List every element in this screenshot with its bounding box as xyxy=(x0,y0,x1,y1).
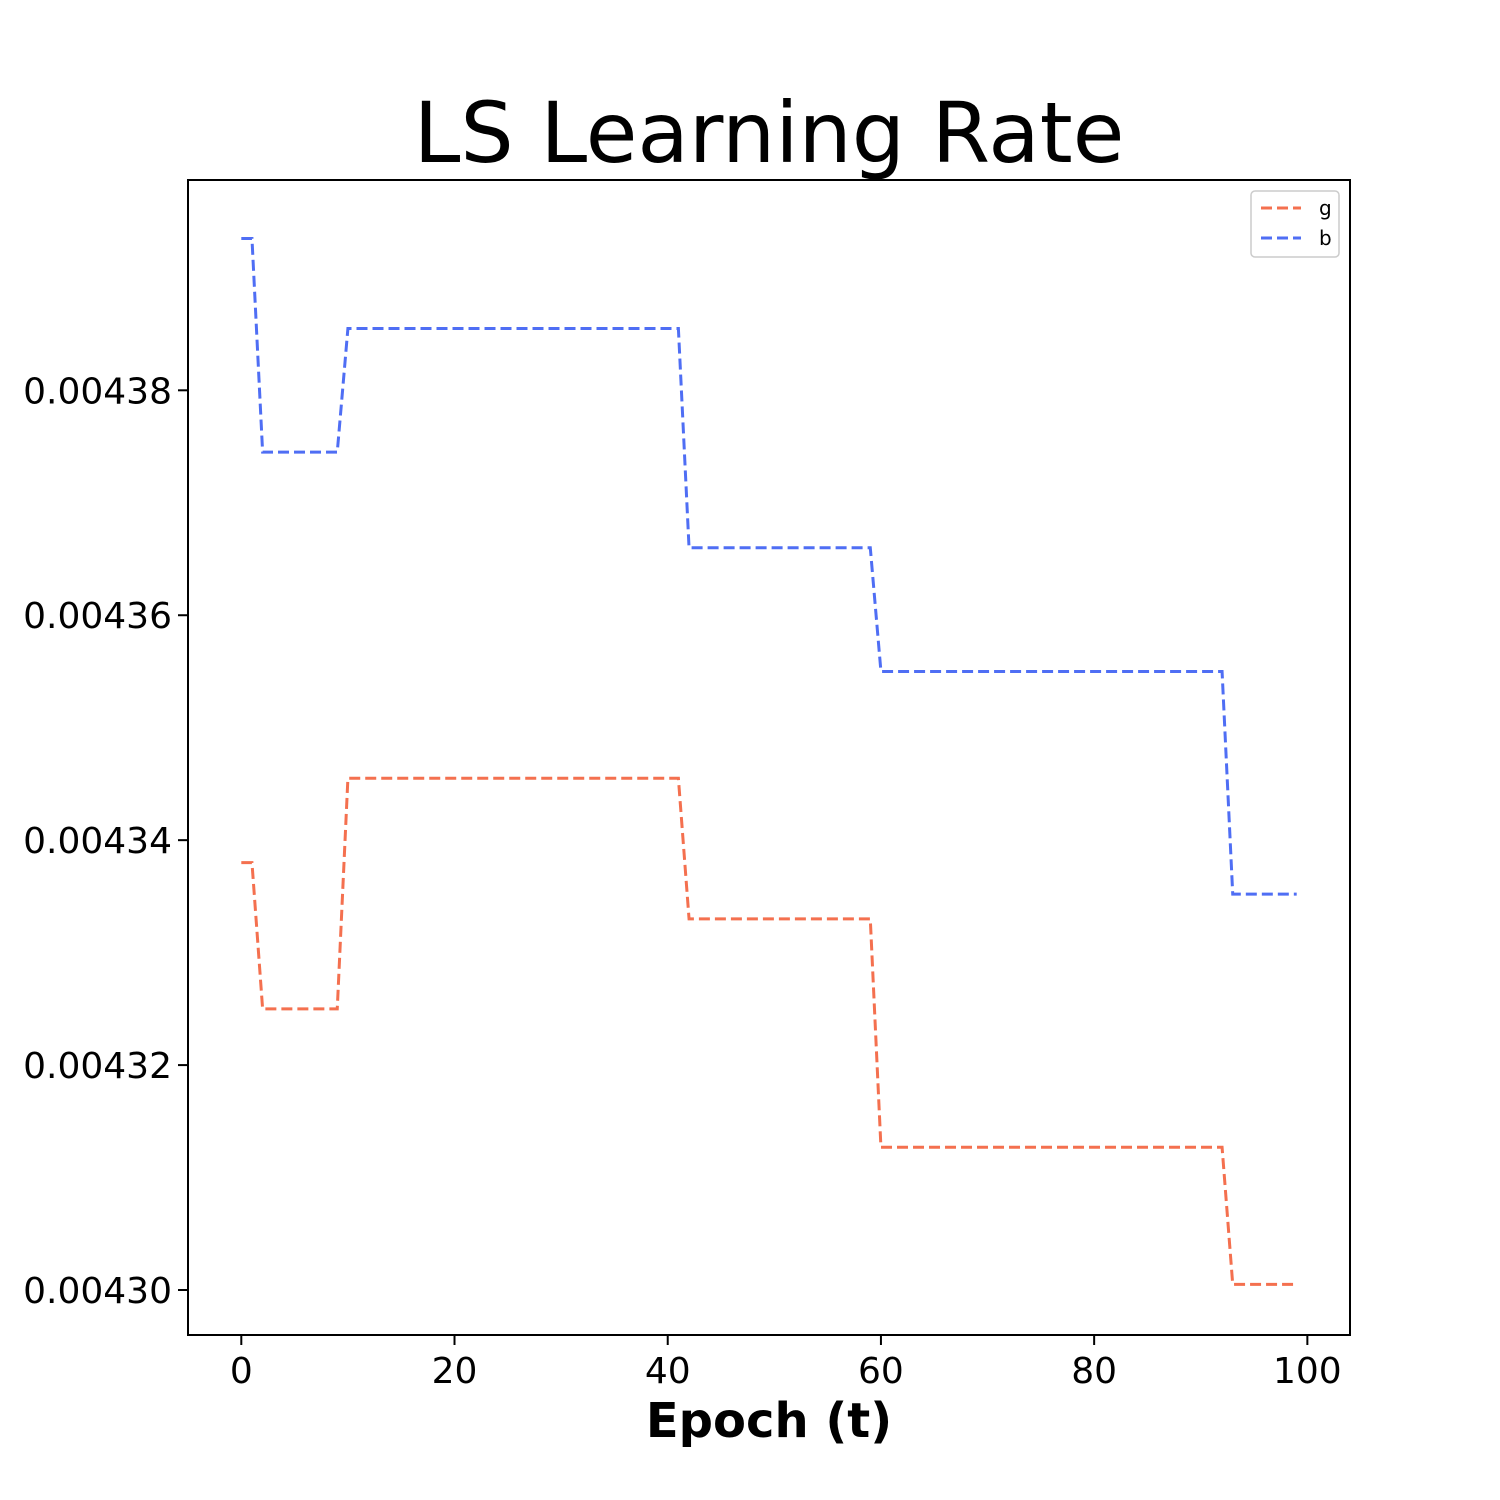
x-tick-label: 20 xyxy=(432,1351,478,1392)
y-tick-label: 0.00434 xyxy=(23,821,172,862)
x-tick-label: 80 xyxy=(1071,1351,1117,1392)
legend-label-b: b xyxy=(1319,226,1332,250)
y-tick-label: 0.00432 xyxy=(23,1046,172,1087)
x-axis-label: Epoch (t) xyxy=(646,1393,892,1449)
x-tick-label: 40 xyxy=(645,1351,691,1392)
legend-box xyxy=(1250,190,1340,258)
x-tick-label: 100 xyxy=(1273,1351,1342,1392)
x-tick-label: 60 xyxy=(858,1351,904,1392)
y-tick-label: 0.00430 xyxy=(23,1271,172,1312)
legend-label-g: g xyxy=(1319,196,1332,220)
series-line-b xyxy=(241,236,1297,896)
plot-frame xyxy=(187,179,1351,1336)
series-line-g xyxy=(241,776,1297,1286)
ticks-layer: 0 20 40 60 80 100 0.00430 0.00432 0.00434 0.00436… xyxy=(23,371,1342,1392)
legend: gb xyxy=(1250,190,1340,258)
y-tick-label: 0.00438 xyxy=(23,371,172,412)
y-tick-label: 0.00436 xyxy=(23,596,172,637)
chart-title: LS Learning Rate xyxy=(414,84,1125,182)
x-tick-label: 0 xyxy=(230,1351,253,1392)
series-layer xyxy=(241,236,1297,1286)
